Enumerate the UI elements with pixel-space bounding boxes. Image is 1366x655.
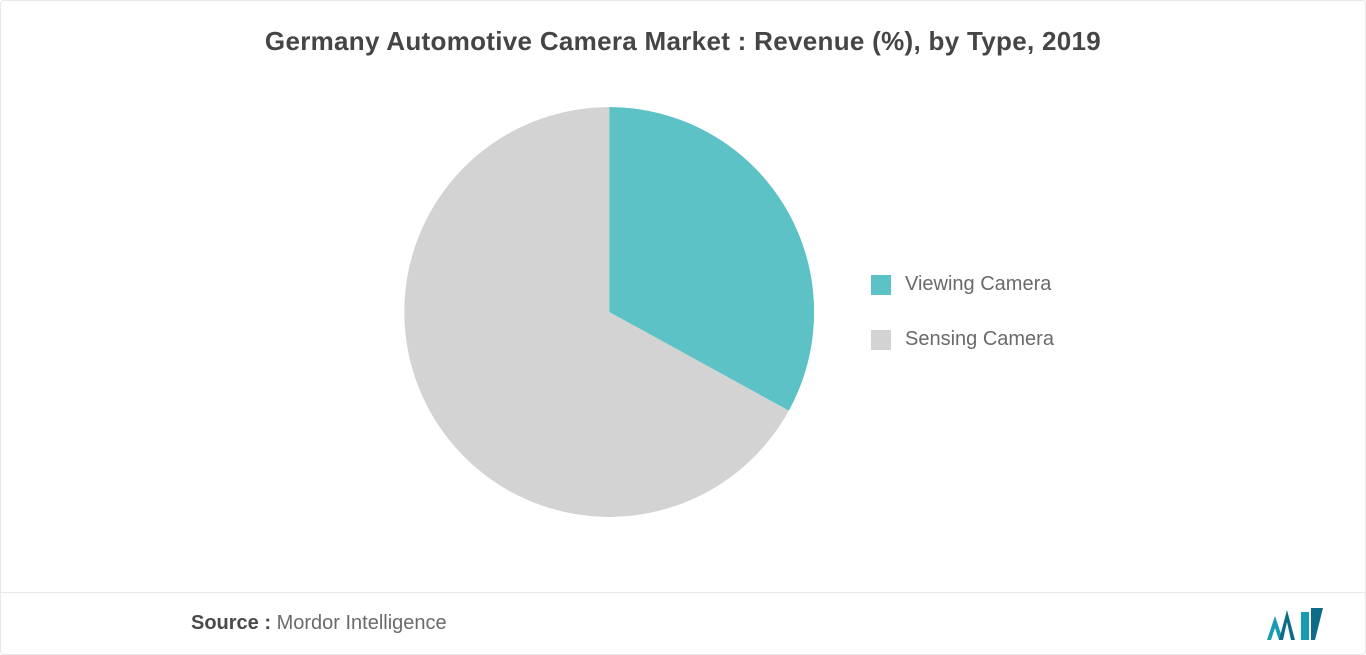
footer: Source : Mordor Intelligence <box>1 592 1365 654</box>
brand-logo-icon <box>1267 608 1325 640</box>
legend-label: Sensing Camera <box>905 328 1054 351</box>
source-attribution: Source : Mordor Intelligence <box>191 612 447 635</box>
source-label: Source : <box>191 612 271 634</box>
chart-area: Viewing Camera Sensing Camera <box>41 77 1325 547</box>
legend-item: Sensing Camera <box>871 328 1054 351</box>
legend-swatch-icon <box>871 275 891 295</box>
pie-wrapper <box>404 107 814 517</box>
source-value: Mordor Intelligence <box>271 612 447 634</box>
pie-chart <box>404 107 814 517</box>
legend-label: Viewing Camera <box>905 273 1051 296</box>
chart-title: Germany Automotive Camera Market : Reven… <box>41 26 1325 57</box>
legend-item: Viewing Camera <box>871 273 1054 296</box>
chart-container: Germany Automotive Camera Market : Reven… <box>0 0 1366 655</box>
legend-swatch-icon <box>871 330 891 350</box>
legend: Viewing Camera Sensing Camera <box>871 273 1054 351</box>
